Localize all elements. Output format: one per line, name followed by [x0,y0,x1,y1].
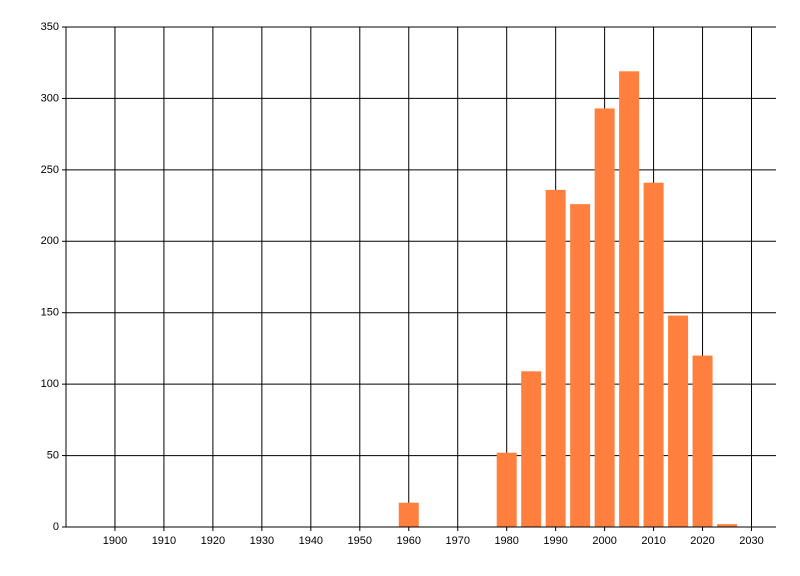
y-tick-label: 300 [41,92,59,104]
x-tick-label: 1970 [445,535,469,547]
x-tick-label: 2010 [641,535,665,547]
x-tick-label: 1910 [152,535,176,547]
bar [398,502,419,527]
x-tick-label: 1960 [397,535,421,547]
x-tick-label: 2030 [739,535,763,547]
y-tick-label: 350 [41,21,59,33]
x-tick-label: 1980 [494,535,518,547]
y-tick-label: 200 [41,235,59,247]
y-tick-label: 0 [53,521,59,533]
x-tick-label: 2000 [592,535,616,547]
bar [521,371,542,527]
bar [717,524,738,527]
bar [570,204,591,527]
x-tick-label: 2020 [690,535,714,547]
x-tick-label: 1920 [201,535,225,547]
bar [643,182,664,527]
bar [496,452,517,527]
bar [545,189,566,527]
bar [594,108,615,527]
x-tick-label: 1930 [250,535,274,547]
bar [692,355,713,527]
y-tick-label: 100 [41,378,59,390]
y-tick-label: 150 [41,307,59,319]
bar [668,315,689,527]
x-tick-label: 1940 [299,535,323,547]
y-tick-label: 250 [41,164,59,176]
bar [619,71,640,528]
x-tick-label: 1990 [543,535,567,547]
x-tick-label: 1950 [348,535,372,547]
y-tick-label: 50 [47,449,59,461]
x-tick-label: 1900 [103,535,127,547]
